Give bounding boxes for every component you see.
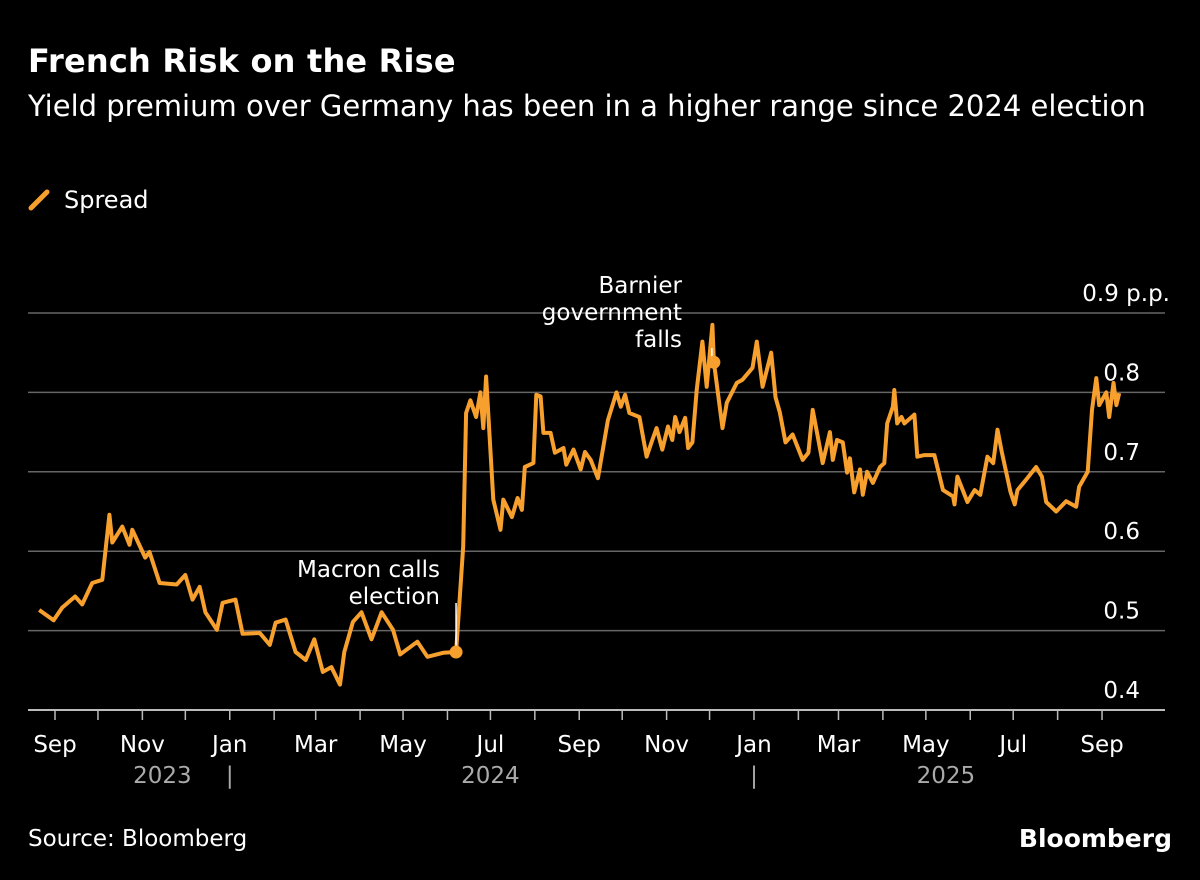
x-tick-label: Mar — [294, 732, 338, 758]
annotation-text: falls — [635, 327, 682, 353]
x-tick-label: Nov — [120, 732, 165, 758]
x-tick-label: Mar — [817, 732, 861, 758]
annotation-text: Macron calls — [297, 557, 440, 583]
year-label: 2025 — [917, 763, 976, 789]
y-tick-label: 0.8 — [1103, 360, 1140, 386]
series-line-spread — [38, 322, 1122, 687]
y-tick-label: 0.9 p.p. — [1082, 281, 1170, 307]
x-tick-label: Sep — [1080, 732, 1123, 758]
x-tick-label: Jul — [475, 732, 505, 758]
y-tick-label: 0.6 — [1103, 519, 1140, 545]
x-tick-label: May — [379, 732, 427, 758]
annotation-marker — [707, 355, 721, 369]
year-separator: | — [750, 763, 758, 789]
year-label: 2024 — [461, 763, 520, 789]
annotation-text: election — [349, 584, 440, 610]
source-note: Source: Bloomberg — [28, 826, 248, 852]
legend: Spread — [28, 186, 149, 214]
chart-title: French Risk on the Rise — [28, 42, 456, 80]
x-tick-label: May — [902, 732, 950, 758]
year-separator: | — [226, 763, 234, 789]
x-tick-label: Nov — [644, 732, 689, 758]
annotation-text: Barnier — [599, 273, 683, 299]
x-tick-label: Jan — [734, 732, 771, 758]
x-tick-label: Sep — [558, 732, 601, 758]
chart-subtitle: Yield premium over Germany has been in a… — [28, 89, 1146, 123]
y-tick-label: 0.5 — [1103, 599, 1140, 625]
x-tick-label: Jan — [210, 732, 247, 758]
brand-logo: Bloomberg — [1018, 824, 1172, 853]
annotation-marker — [449, 645, 463, 659]
x-tick-label: Jul — [997, 732, 1027, 758]
annotation-text: government — [542, 300, 682, 326]
y-tick-label: 0.4 — [1103, 678, 1140, 704]
legend-label: Spread — [64, 186, 149, 214]
x-tick-label: Sep — [33, 732, 76, 758]
year-label: 2023 — [133, 763, 192, 789]
y-tick-label: 0.7 — [1103, 440, 1140, 466]
legend-line-icon — [28, 189, 50, 211]
